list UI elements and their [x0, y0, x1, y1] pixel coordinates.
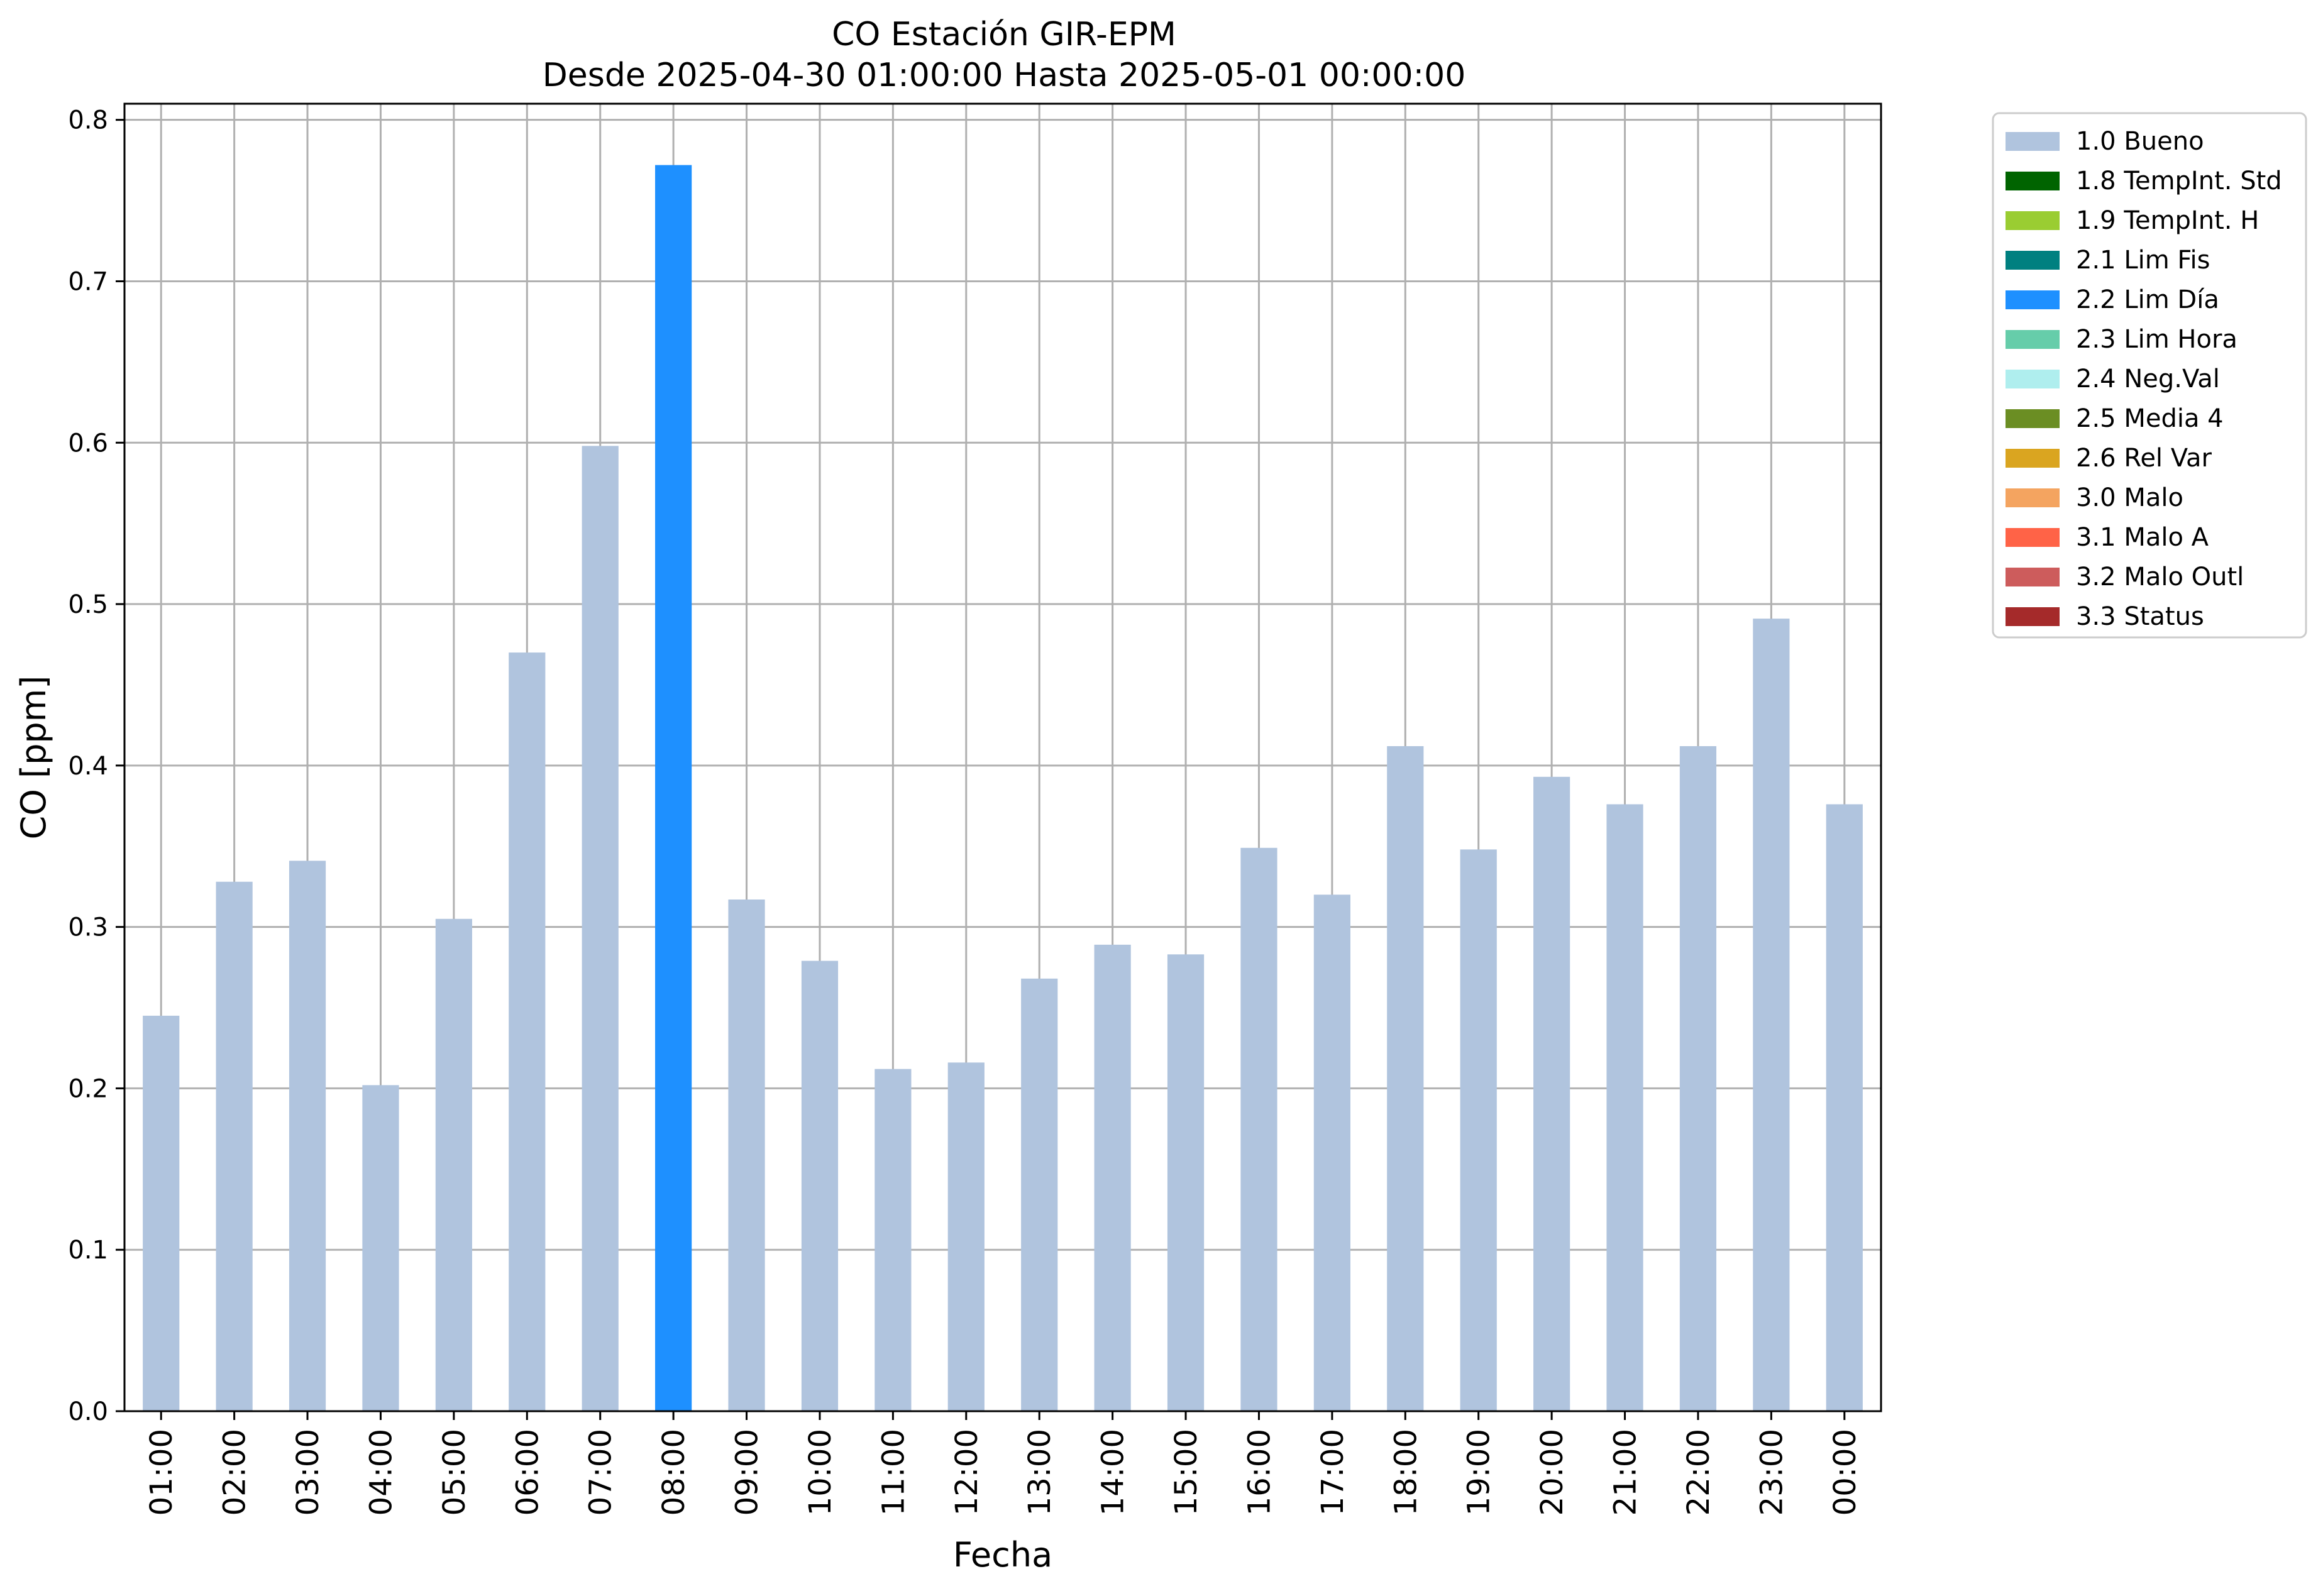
x-tick-label: 19:00: [1462, 1429, 1497, 1516]
bar-2300: [1753, 619, 1790, 1411]
bar-0700: [582, 446, 619, 1412]
legend-swatch: [2006, 251, 2060, 270]
bar-0100: [143, 1015, 180, 1411]
bar-1300: [1021, 978, 1058, 1411]
legend-label: 2.2 Lim Día: [2076, 285, 2219, 314]
bar-0800: [655, 165, 692, 1411]
legend-label: 3.0 Malo: [2076, 483, 2183, 512]
bar-2200: [1679, 746, 1717, 1411]
x-tick-label: 06:00: [510, 1429, 545, 1516]
legend-label: 1.8 TempInt. Std: [2076, 167, 2282, 195]
chart-subtitle: Desde 2025-04-30 01:00:00 Hasta 2025-05-…: [543, 57, 1466, 94]
legend-swatch: [2006, 488, 2060, 507]
legend-label: 2.6 Rel Var: [2076, 444, 2212, 473]
bar-0200: [216, 881, 253, 1411]
legend-label: 2.4 Neg.Val: [2076, 365, 2220, 393]
legend-label: 3.3 Status: [2076, 602, 2204, 631]
bar-0900: [728, 899, 765, 1411]
y-tick-label: 0.0: [68, 1397, 108, 1426]
x-tick-label: 04:00: [363, 1429, 399, 1516]
legend-swatch: [2006, 528, 2060, 547]
y-tick-label: 0.5: [68, 590, 108, 619]
legend-swatch: [2006, 370, 2060, 388]
y-tick-label: 0.2: [68, 1074, 108, 1103]
bar-2000: [1533, 776, 1570, 1411]
bar-0000: [1826, 804, 1863, 1411]
x-tick-label: 13:00: [1022, 1429, 1057, 1516]
y-tick-label: 0.1: [68, 1236, 108, 1265]
y-tick-label: 0.8: [68, 106, 108, 135]
x-tick-label: 05:00: [437, 1429, 472, 1516]
legend-label: 2.3 Lim Hora: [2076, 325, 2237, 354]
x-tick-label: 23:00: [1754, 1429, 1789, 1516]
x-tick-label: 22:00: [1681, 1429, 1716, 1516]
bar-1600: [1240, 847, 1277, 1411]
bar-0600: [509, 652, 546, 1411]
x-tick-label: 09:00: [730, 1429, 765, 1516]
y-axis: 0.0 0.1 0.2 0.3 0.4 0.5 0.6 0.7 0.8: [68, 106, 124, 1426]
bar-1100: [875, 1069, 912, 1411]
bar-1700: [1313, 894, 1350, 1411]
y-tick-label: 0.3: [68, 913, 108, 942]
x-tick-label: 03:00: [290, 1429, 326, 1516]
bar-1900: [1460, 849, 1497, 1411]
x-tick-label: 20:00: [1535, 1429, 1570, 1516]
y-tick-label: 0.6: [68, 429, 108, 458]
x-tick-label: 21:00: [1608, 1429, 1643, 1516]
x-tick-label: 10:00: [803, 1429, 838, 1516]
x-tick-label: 00:00: [1828, 1429, 1863, 1516]
x-axis: 01:00 02:00 03:00 04:00 05:00 06:00 07:00 08:00…: [144, 1411, 1863, 1516]
x-tick-label: 01:00: [144, 1429, 179, 1516]
legend-swatch: [2006, 409, 2060, 428]
x-axis-label: Fecha: [953, 1535, 1052, 1575]
legend-swatch: [2006, 330, 2060, 349]
legend: 1.0 Bueno 1.8 TempInt. Std 1.9 TempInt. H 2…: [1992, 112, 2307, 639]
y-axis-label: CO [ppm]: [14, 676, 53, 840]
x-tick-label: 18:00: [1388, 1429, 1423, 1516]
legend-swatch: [2006, 290, 2060, 309]
y-tick-label: 0.7: [68, 267, 108, 296]
legend-swatch: [2006, 172, 2060, 190]
legend-swatch: [2006, 211, 2060, 230]
bar-2100: [1606, 804, 1643, 1411]
x-tick-label: 17:00: [1315, 1429, 1350, 1516]
legend-label: 3.2 Malo Outl: [2076, 563, 2244, 592]
bar-1200: [947, 1062, 985, 1411]
bars-layer: [143, 165, 1863, 1412]
legend-label: 1.9 TempInt. H: [2076, 206, 2259, 235]
legend-label: 2.1 Lim Fis: [2076, 246, 2210, 275]
x-tick-label: 11:00: [876, 1429, 911, 1516]
x-tick-label: 02:00: [218, 1429, 253, 1516]
legend-swatch: [2006, 132, 2060, 151]
legend-label: 2.5 Media 4: [2076, 404, 2224, 433]
legend-label: 1.0 Bueno: [2076, 127, 2204, 156]
bar-1400: [1094, 944, 1131, 1411]
x-tick-label: 08:00: [656, 1429, 692, 1516]
bar-1500: [1167, 954, 1205, 1411]
x-tick-label: 07:00: [583, 1429, 619, 1516]
chart-title: CO Estación GIR-EPM: [832, 16, 1176, 53]
legend-swatch: [2006, 607, 2060, 626]
legend-frame: [1992, 112, 2307, 639]
bar-0500: [435, 918, 472, 1411]
x-tick-label: 16:00: [1242, 1429, 1277, 1516]
bar-1000: [801, 960, 839, 1411]
legend-swatch: [2006, 449, 2060, 468]
bar-0400: [362, 1085, 399, 1411]
legend-swatch: [2006, 568, 2060, 586]
plot-frame: [123, 102, 1882, 1412]
bar-0300: [289, 861, 326, 1411]
y-tick-label: 0.4: [68, 752, 108, 781]
x-tick-label: 15:00: [1169, 1429, 1204, 1516]
x-tick-label: 12:00: [949, 1429, 985, 1516]
x-tick-label: 14:00: [1096, 1429, 1131, 1516]
bar-1800: [1387, 746, 1424, 1411]
legend-label: 3.1 Malo A: [2076, 523, 2209, 552]
